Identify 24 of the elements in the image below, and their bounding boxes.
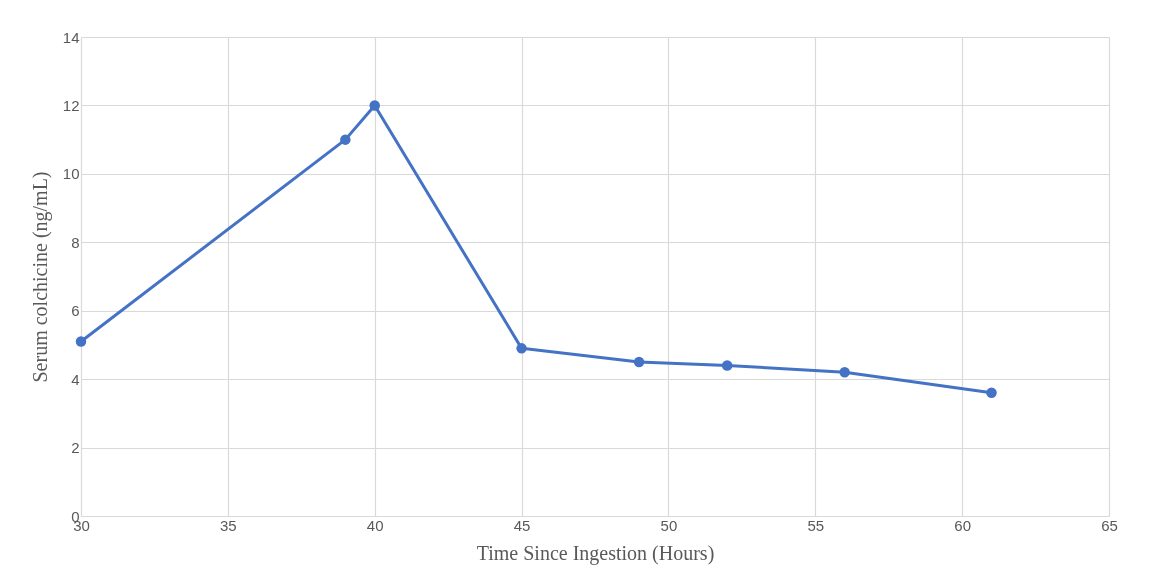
y-tick-label: 2 bbox=[71, 439, 80, 457]
point bbox=[986, 387, 997, 399]
point bbox=[340, 134, 351, 145]
point bbox=[633, 356, 645, 368]
point bbox=[369, 100, 380, 111]
x-axis-title: Time Since Ingestion (Hours) bbox=[476, 541, 715, 565]
y-tick-label: 12 bbox=[62, 96, 80, 114]
x-tick-label: 60 bbox=[954, 516, 971, 534]
y-tick-label: 14 bbox=[62, 28, 80, 46]
y-axis-title: Serum colchicine (ng/mL) bbox=[28, 171, 52, 383]
point bbox=[839, 367, 850, 378]
x-tick-label: 45 bbox=[513, 516, 531, 534]
x-tick-label: 40 bbox=[366, 516, 384, 534]
y-tick-label: 6 bbox=[71, 302, 80, 320]
point bbox=[516, 343, 527, 354]
x-tick-label: 55 bbox=[807, 516, 825, 534]
x-tick-label: 35 bbox=[220, 516, 237, 534]
x-tick-label: 65 bbox=[1101, 516, 1118, 534]
y-tick-label: 4 bbox=[71, 370, 80, 388]
point bbox=[75, 336, 87, 347]
y-tick-label: 10 bbox=[62, 165, 80, 183]
x-tick-label: 50 bbox=[660, 516, 678, 534]
point bbox=[721, 360, 733, 371]
y-tick-label: 8 bbox=[71, 233, 80, 251]
